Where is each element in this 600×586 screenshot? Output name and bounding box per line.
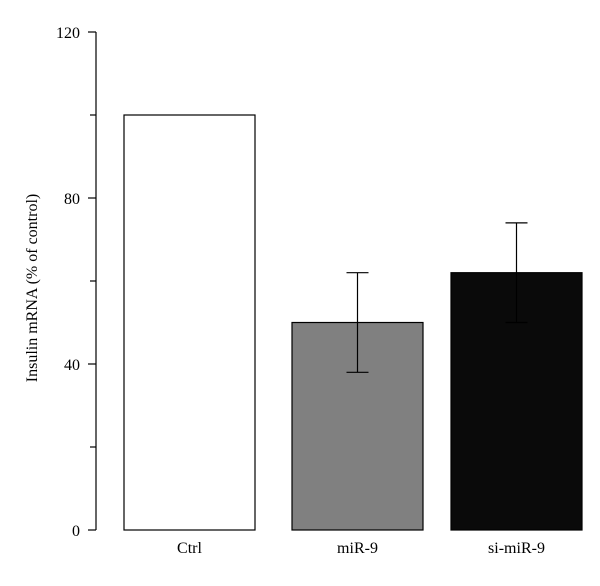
y-tick-label: 120: [56, 25, 80, 42]
x-category-label: si-miR-9: [488, 540, 545, 557]
bar-ctrl: [123, 114, 256, 531]
y-tick-label: 40: [64, 357, 80, 374]
y-axis-title: Insulin mRNA (% of control): [24, 194, 41, 382]
axes: 0 40 80 120: [56, 25, 97, 540]
error-bars: [346, 222, 528, 373]
y-tick-label: 0: [72, 523, 80, 540]
labels: Ctrl miR-9 si-miR-9: [177, 540, 545, 557]
x-category-label: Ctrl: [177, 540, 202, 557]
y-tick-label: 80: [64, 191, 80, 208]
x-category-label: miR-9: [337, 540, 378, 557]
